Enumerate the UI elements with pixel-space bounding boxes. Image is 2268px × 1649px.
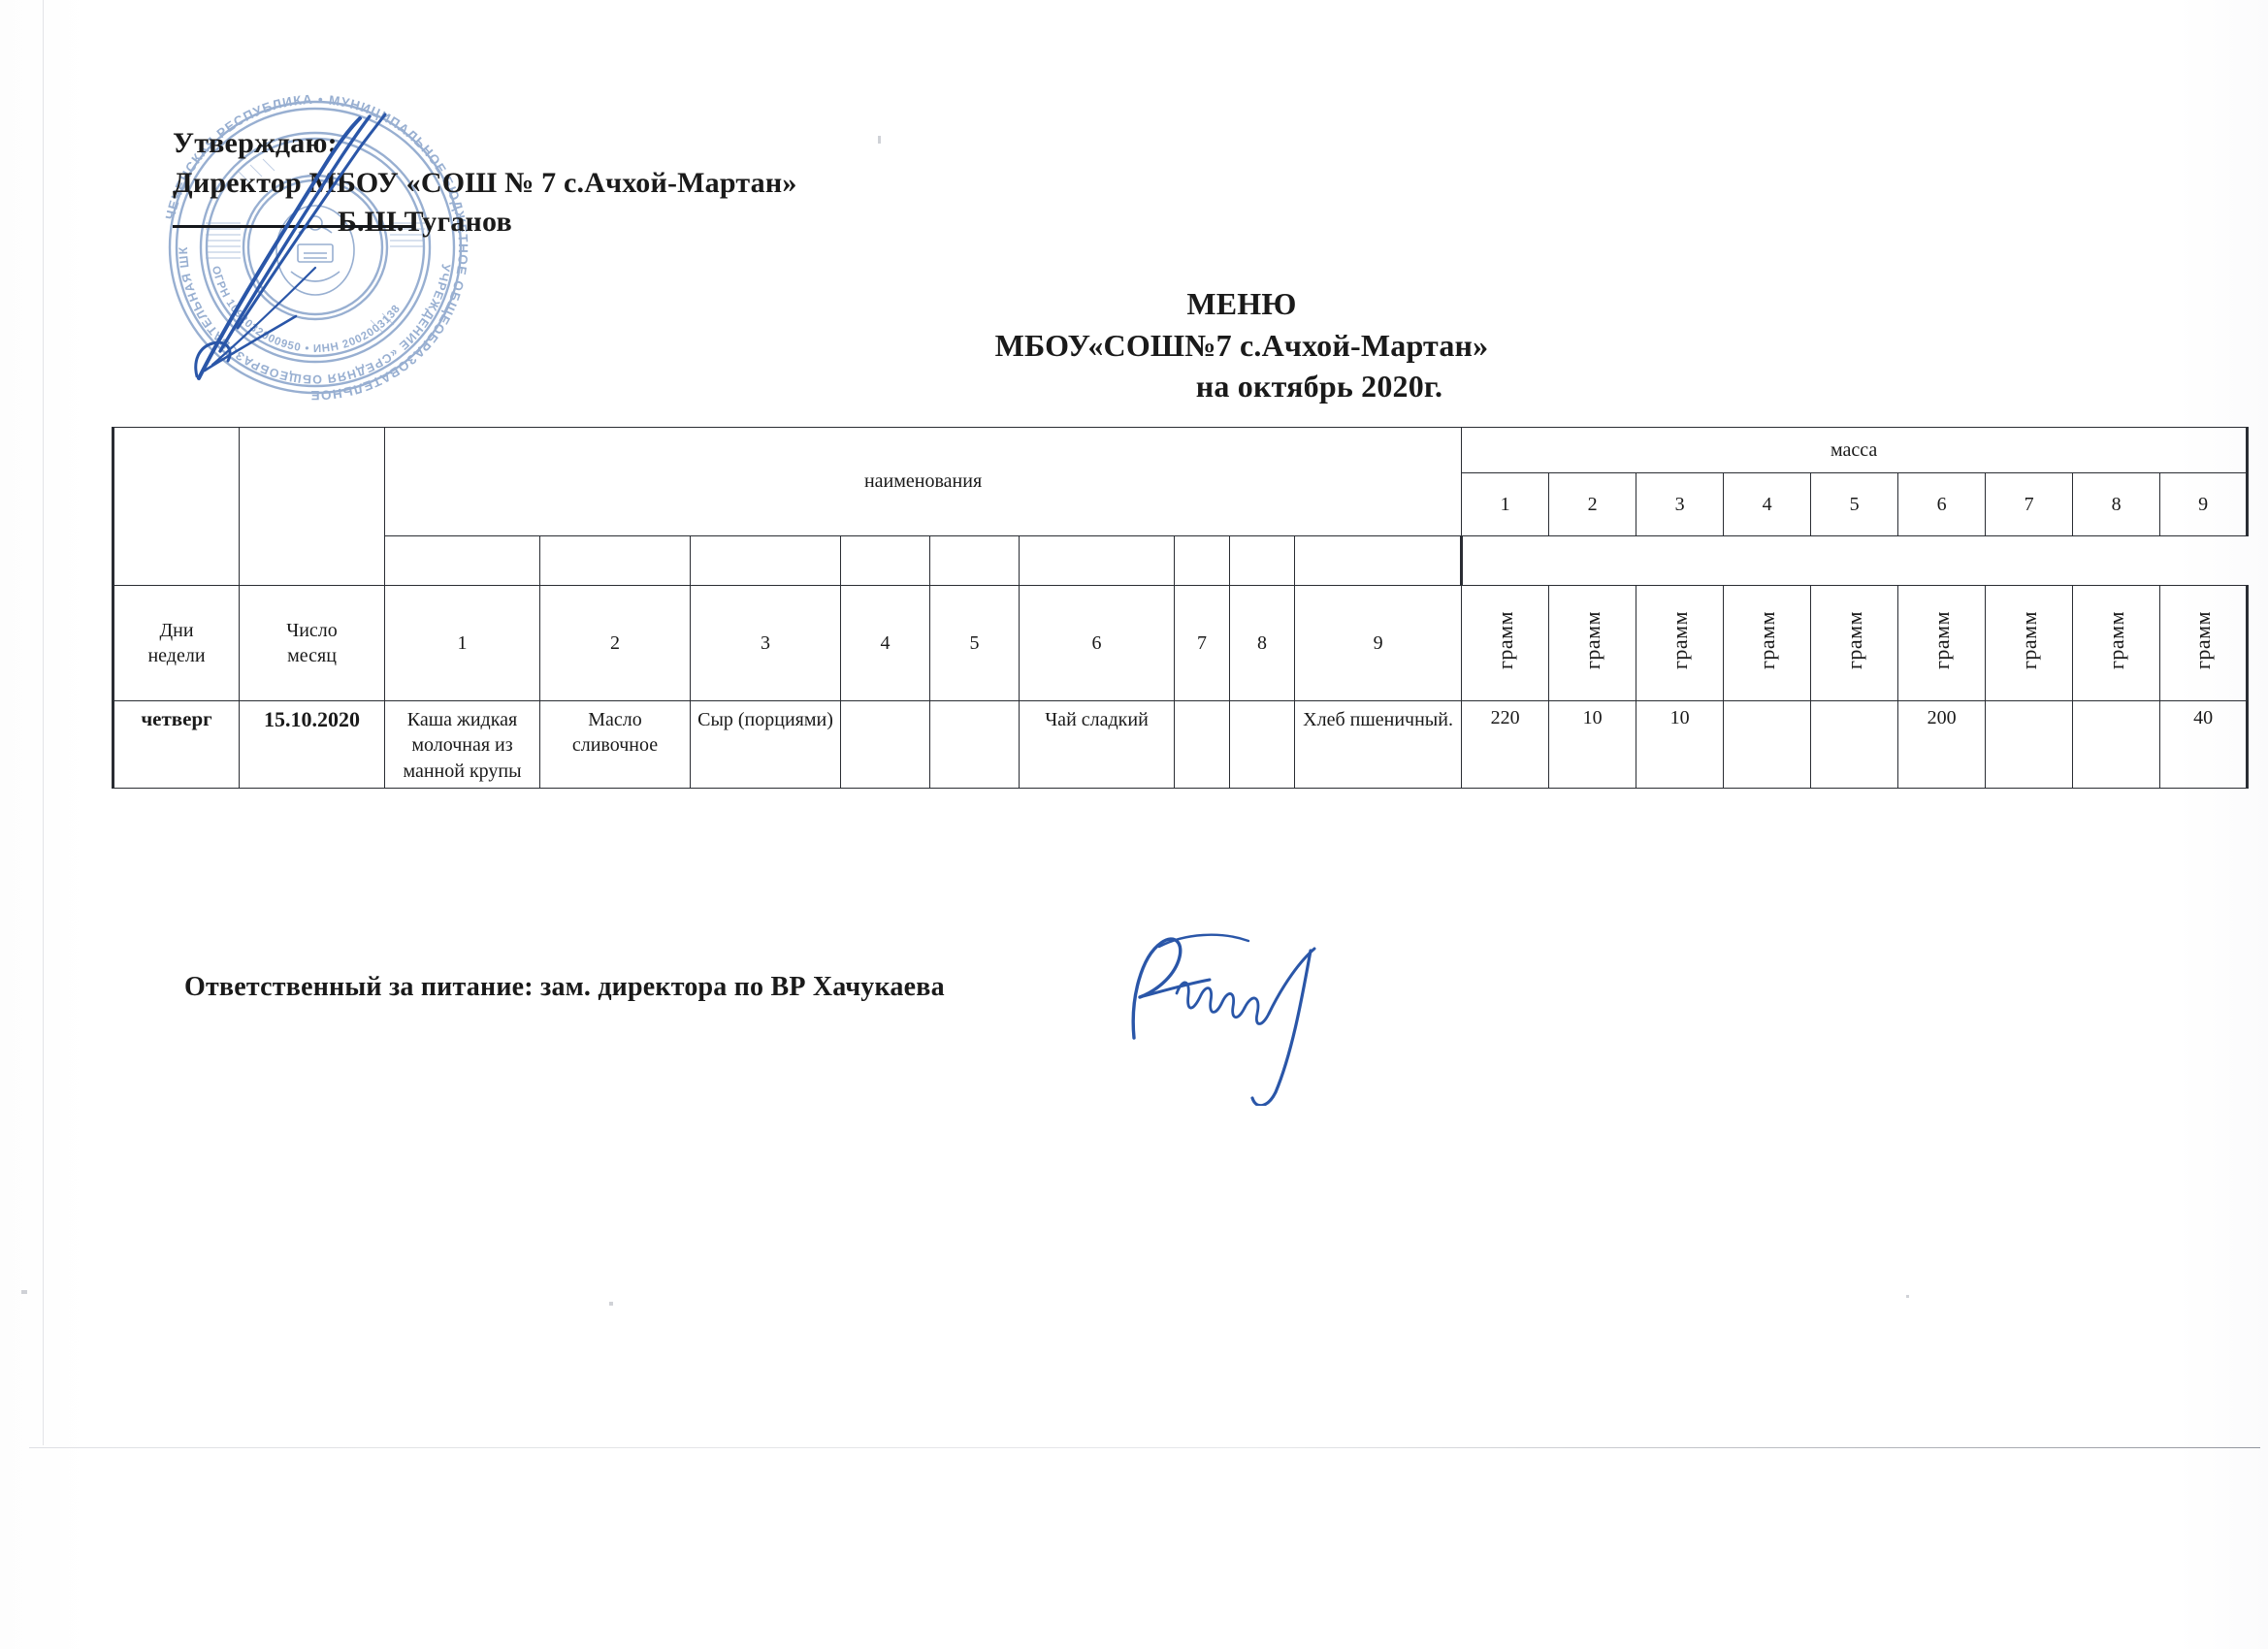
naming-col-number: 1 (384, 585, 540, 701)
cell-dish: Чай сладкий (1019, 699, 1175, 790)
cell-dish (840, 699, 930, 790)
approval-line-2: Директор МБОУ «СОШ № 7 с.Ачхой-Мартан» (173, 166, 797, 199)
cell-mass: 10 (1636, 699, 1725, 790)
table-header-row-3 (113, 535, 2248, 586)
scan-speck (878, 136, 881, 144)
scan-speck (21, 1290, 27, 1294)
naming-col-number: 2 (539, 585, 691, 701)
mass-unit-cell: грамм (1810, 585, 1899, 701)
header-cell-date-spacer (239, 427, 385, 586)
cell-dish (929, 699, 1020, 790)
cell-dish: Хлеб пшеничный. (1293, 699, 1463, 790)
header-mass: масса (1461, 427, 2250, 473)
header-days-of-week: Дни недели (112, 585, 240, 701)
title-line-school: МБОУ«СОШ№7 с.Ачхой-Мартан» (994, 327, 1489, 363)
cell-date: 15.10.2020 (239, 699, 385, 790)
scan-edge-left (43, 0, 44, 1445)
naming-col-number: 4 (840, 585, 930, 701)
cell-mass: 40 (2159, 699, 2250, 790)
mass-col-number: 8 (2072, 472, 2161, 536)
mass-unit-cell: грамм (1723, 585, 1812, 701)
date-label-line1: Число (286, 620, 338, 641)
title-line-month: на октябрь 2020г. (1195, 369, 1443, 404)
mass-unit-cell: грамм (1461, 585, 1550, 701)
cell-dish: Каша жидкая молочная из манной крупы (384, 699, 540, 790)
header-cell-day-spacer (112, 427, 240, 586)
days-of-week-line2: недели (147, 645, 206, 666)
approval-line-1: Утверждаю: (173, 127, 338, 159)
gram-label: грамм (1579, 610, 1604, 670)
gram-label: грамм (1754, 610, 1779, 670)
cell-dish: Масло сливочное (539, 699, 691, 790)
table-row: четверг 15.10.2020 Каша жидкая молочная … (112, 699, 2250, 790)
cell-mass (1810, 699, 1899, 790)
scan-edge-bottom (29, 1447, 2260, 1448)
mass-unit-cell: грамм (1548, 585, 1637, 701)
mass-unit-cell: грамм (1985, 585, 2074, 701)
mass-unit-cell: грамм (2072, 585, 2161, 701)
mass-col-number: 9 (2159, 472, 2250, 536)
mass-col-number: 1 (1461, 472, 1550, 536)
days-of-week-line1: Дни (159, 620, 194, 641)
title-line-menu: МЕНЮ (1186, 286, 1297, 321)
mass-col-number: 7 (1985, 472, 2074, 536)
gram-label: грамм (2016, 610, 2041, 670)
mass-blank-cell (384, 535, 540, 586)
gram-label: грамм (1492, 610, 1517, 670)
mass-col-number: 5 (1810, 472, 1899, 536)
naming-col-number: 9 (1293, 585, 1463, 701)
table-header-row-4: Дни недели Число месяц 1 2 3 4 5 6 7 8 9… (112, 585, 2250, 701)
header-naming: наименования (383, 427, 1463, 536)
gram-label: грамм (2103, 610, 2128, 670)
header-date-of-month: Число месяц (239, 585, 385, 701)
cell-mass: 10 (1548, 699, 1637, 790)
mass-blank-cell (1019, 535, 1175, 586)
mass-blank-cell (929, 535, 1020, 586)
gram-label: грамм (1841, 610, 1866, 670)
table-header-row-2: 1 2 3 4 5 6 7 8 9 (113, 472, 2250, 536)
responsible-for-meals-line: Ответственный за питание: зам. директора… (184, 972, 945, 1002)
mass-unit-cell: грамм (1636, 585, 1725, 701)
cell-dish: Сыр (порциями) (690, 699, 841, 790)
cell-mass: 220 (1461, 699, 1550, 790)
cell-dish (1174, 699, 1230, 790)
mass-blank-cell (1229, 535, 1295, 586)
mass-unit-cell: грамм (2159, 585, 2250, 701)
naming-col-number: 5 (929, 585, 1020, 701)
approval-signature-rule (173, 225, 415, 228)
mass-blank-cell (690, 535, 841, 586)
mass-col-number: 2 (1548, 472, 1637, 536)
approval-line-3: Б.Ш.Туганов (338, 206, 512, 238)
mass-blank-cell (1293, 535, 1464, 586)
table-header-row-1: наименования масса (112, 427, 2250, 586)
cell-dish (1229, 699, 1295, 790)
mass-unit-cell: грамм (1897, 585, 1987, 701)
gram-label: грамм (1667, 610, 1692, 670)
menu-table: наименования масса 1 2 3 4 5 6 7 8 9 Дни… (112, 427, 2250, 790)
cell-mass (1985, 699, 2074, 790)
date-label-line2: месяц (287, 645, 337, 666)
scan-speck (609, 1302, 613, 1306)
document-title: МЕНЮ МБОУ«СОШ№7 с.Ачхой-Мартан» на октяб… (873, 283, 1610, 407)
mass-col-number: 6 (1897, 472, 1987, 536)
scan-speck (1906, 1295, 1909, 1298)
naming-col-number: 6 (1019, 585, 1175, 701)
mass-blank-cell (840, 535, 930, 586)
naming-col-number: 8 (1229, 585, 1295, 701)
cell-mass (2072, 699, 2161, 790)
mass-col-number: 4 (1723, 472, 1812, 536)
mass-col-number: 3 (1636, 472, 1725, 536)
cell-mass: 200 (1897, 699, 1987, 790)
cell-mass (1723, 699, 1812, 790)
mass-blank-cell (1174, 535, 1230, 586)
naming-col-number: 3 (690, 585, 841, 701)
naming-col-number: 7 (1174, 585, 1230, 701)
gram-label: грамм (1928, 610, 1954, 670)
gram-label: грамм (2190, 610, 2216, 670)
mass-blank-cell (539, 535, 691, 586)
cell-day-of-week: четверг (112, 699, 240, 790)
